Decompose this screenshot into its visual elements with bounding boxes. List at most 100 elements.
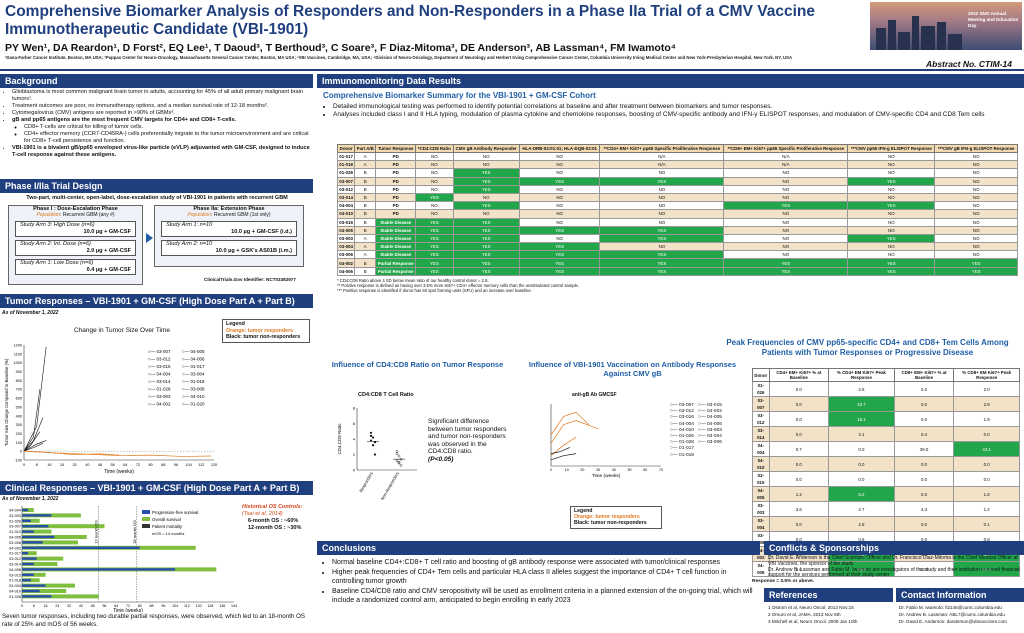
tem-cell: 0.0: [893, 516, 955, 532]
tumor-heading: Tumor Responses – VBI-1901 + GM-CSF (Hig…: [0, 294, 313, 308]
table-cell: YES: [415, 225, 454, 235]
immuno-subheading: Comprehensive Biomarker Summary for the …: [323, 91, 596, 100]
tem-cell: 04-005: [752, 486, 770, 502]
tem-cell: 0.0: [828, 456, 895, 472]
tem-cell: 12.4: [953, 561, 1020, 577]
table-cell: YES: [415, 217, 454, 227]
os-bar: [22, 556, 64, 561]
table-cell: 01-026: [336, 168, 356, 178]
tem-row: 01-026 0.0 2.5 0.2 2.0: [752, 381, 1020, 397]
ab-legend-item: ○— 03-015: [697, 403, 722, 408]
tumor-legend-title: Legend: [226, 321, 245, 327]
table-cell: PD: [375, 192, 417, 203]
background-bullet: Treatment outcomes are poor, no immunoth…: [12, 103, 312, 110]
table-cell: 03-014: [336, 192, 356, 203]
table-cell: NO: [599, 184, 725, 194]
table-cell: A: [354, 233, 377, 244]
biomarker-table: Donor Part A/B Tumor Response *CD4:CD8 Rati…: [336, 144, 1018, 276]
background-heading: Background: [0, 74, 313, 88]
table-cell: NO: [599, 201, 725, 211]
reference-1: 1 Ostrom et al, Neuro Oncol. 2013 Nov;15: [768, 605, 854, 610]
tem-cell: 20.6: [828, 561, 895, 577]
ratio-note-text: Significant difference between tumor res…: [428, 418, 507, 456]
table-header-cell: Donor: [336, 144, 356, 153]
tem-cell: 01-026: [752, 381, 770, 397]
biomarker-footnotes: * CD4:CD8 Ratio above 4 SD below mean ra…: [337, 278, 1018, 293]
tumor-y-tick: 1000: [14, 361, 22, 365]
ab-x-tick: 50: [628, 468, 632, 472]
ratio-point-responder: [371, 436, 375, 439]
table-cell: NO: [518, 168, 601, 178]
table-cell: 04-006: [336, 266, 356, 276]
table-row: 03-003 A Stable Disease YES YES NO YES NO YES NO: [336, 233, 1018, 244]
tumor-legend-item: ○— 01-028: [148, 387, 171, 392]
table-cell: NO: [934, 151, 1018, 162]
antibody-legend-box: Legend Orange: tumor responders Black: t…: [570, 506, 662, 529]
swim-x-tick: 128: [207, 604, 213, 608]
tem-cell: 03-007: [752, 396, 770, 412]
tem-row: 04-004 0.7 0.0 39.0 43.1: [752, 441, 1020, 457]
table-row: 03-014 B PD YES NO NO NO NO NO NO: [336, 192, 1018, 203]
background-bullet: VBI-1901 is a bivalent gB/pp65 enveloped…: [12, 145, 312, 159]
table-cell: A: [354, 250, 377, 260]
table-cell: NO: [934, 242, 1018, 252]
swim-x-tick: 96: [161, 604, 165, 608]
swimmer-chart: 04-00403-00301-02603-00701-01004-00503-0…: [9, 506, 237, 612]
table-header-cell: **CD8+ EM+ Ki67+ pp65 Specific Prolifera…: [723, 144, 849, 153]
table-cell: YES: [452, 258, 520, 268]
table-cell: YES: [723, 266, 849, 276]
background-bullet: CD8+ T-cells are critical for killing of…: [24, 124, 312, 131]
table-cell: YES: [599, 225, 725, 235]
os-bar: [22, 529, 52, 534]
tumor-x-tick: 40: [85, 463, 89, 467]
swim-x-tick: 48: [91, 604, 95, 608]
table-cell: N/A: [599, 151, 725, 162]
table-cell: NO: [518, 151, 601, 162]
tem-cell: 0.0: [828, 441, 895, 457]
swim-x-tick: 88: [150, 604, 154, 608]
ratio-point-nonresponder: [399, 464, 403, 467]
study-arm: Study Arm 1: Low Dose (n=6) 0.4 µg + GM-C…: [15, 259, 136, 275]
tumor-legend-item: ○— 03-004: [182, 372, 205, 377]
tem-cell: 0.0: [953, 456, 1020, 472]
study-arm-name: Study Arm 3: High Dose (n=6): [20, 222, 95, 228]
tumor-legend-item: ○— 04-002: [148, 402, 171, 407]
table-cell: YES: [934, 258, 1018, 268]
abstract-number: Abstract No. CTIM-14: [926, 59, 1012, 69]
table-cell: NO: [847, 209, 936, 219]
table-cell: Partial Response: [375, 266, 417, 276]
table-row: 01-018 A PD NO NO NO N/A N/A NO NO: [336, 160, 1018, 170]
table-cell: YES: [415, 258, 454, 268]
ab-legend-item: ○— 04-002: [697, 409, 722, 415]
table-cell: YES: [847, 266, 936, 276]
conclusion-3: Baseline CD4/CD8 ratio and CMV seroposit…: [332, 587, 758, 606]
study-arm: Study Arm 3: High Dose (n=6) 10.0 µg + GM…: [15, 221, 136, 237]
tumor-legend-black: Black: tumor non-responders: [226, 334, 301, 340]
immuno-section: Comprehensive Biomarker Summary for the …: [323, 91, 1018, 119]
tem-title: Peak Frequencies of CMV pp65-specific CD…: [726, 338, 1009, 357]
table-cell: NO: [934, 184, 1018, 194]
tumor-x-label: Time (weeks): [104, 469, 134, 475]
pfs-bar: [22, 525, 49, 528]
ratio-y-tick: 0: [353, 468, 356, 473]
table-cell: 03-015: [336, 217, 356, 227]
ratio-chart: 0 2 4 6 8 CD4:CD8 Ratio Responders Non-Responde…: [337, 406, 417, 501]
study-arm-name: Study Arm 1: n=10: [166, 222, 213, 228]
tumor-legend-item: ○— 04-005: [182, 349, 205, 354]
conflicts-section: Dr. David E. Anderson is the Chief Scien…: [768, 555, 1022, 579]
table-cell: Partial Response: [375, 258, 417, 268]
table-cell: NO: [518, 160, 601, 170]
table-cell: NO: [723, 184, 849, 194]
ratio-y-label: CD4:CD8 Ratio: [337, 423, 342, 455]
historical-title: Historical OS Controls:: [242, 504, 303, 510]
table-cell: NO: [934, 168, 1018, 178]
conference-banner: 2022 SNO Annual Meeting and Education Da…: [870, 2, 1022, 50]
swim-row-label: 03-015: [9, 573, 21, 577]
os-bar: [22, 540, 78, 545]
ratio-point-nonresponder: [395, 459, 399, 463]
marker-18mo-label: 18 month OS: [132, 520, 137, 544]
table-cell: YES: [847, 176, 936, 186]
conclusions-list: Normal baseline CD4+:CD8+ T cell ratio a…: [322, 558, 758, 606]
tumor-y-tick: -100: [14, 459, 22, 463]
table-cell: NO: [934, 209, 1018, 219]
